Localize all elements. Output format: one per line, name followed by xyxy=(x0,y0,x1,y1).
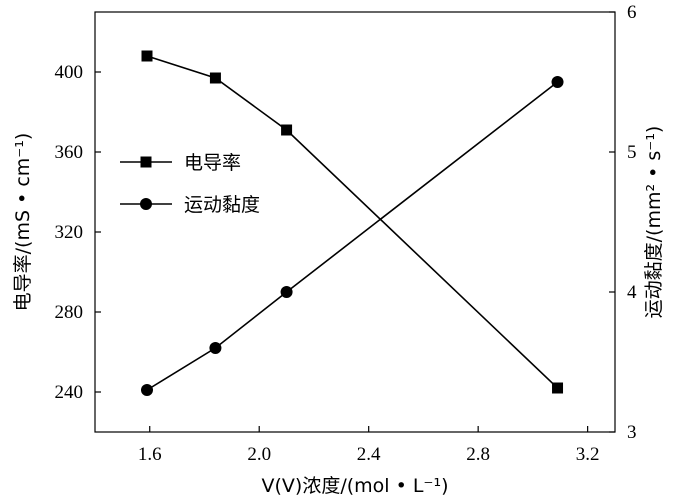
legend-label-conductivity: 电导率 xyxy=(184,152,241,174)
x-axis-ticks: 1.6 2.0 2.4 2.8 3.2 xyxy=(138,426,600,465)
x-tick-label: 2.8 xyxy=(466,444,490,465)
right-tick-label: 5 xyxy=(627,142,637,163)
x-tick-label: 1.6 xyxy=(138,444,162,465)
legend-label-viscosity: 运动黏度 xyxy=(184,194,260,216)
circle-marker xyxy=(551,76,564,88)
x-axis-title: V(V)浓度/(mol • L⁻¹) xyxy=(262,475,449,497)
legend-circle-marker xyxy=(140,198,152,210)
right-tick-label: 6 xyxy=(627,2,637,23)
left-tick-label: 280 xyxy=(55,302,84,323)
right-tick-label: 4 xyxy=(627,282,637,303)
legend: 电导率 运动黏度 xyxy=(120,152,260,216)
right-axis-title: 运动黏度/(mm² • s⁻¹) xyxy=(643,126,665,319)
left-tick-label: 240 xyxy=(55,382,84,403)
circle-marker xyxy=(141,384,153,396)
plot-frame xyxy=(94,11,616,433)
legend-square-marker xyxy=(140,156,152,168)
series-layer xyxy=(141,50,564,396)
right-tick-label: 3 xyxy=(627,422,637,443)
x-tick-label: 2.4 xyxy=(357,444,381,465)
left-tick-label: 320 xyxy=(55,222,84,243)
square-marker xyxy=(141,50,153,62)
left-axis-title: 电导率/(mS • cm⁻¹) xyxy=(12,133,34,312)
series-line-0 xyxy=(146,55,559,389)
left-axis-ticks: 240 280 320 360 400 xyxy=(55,62,101,403)
circle-marker xyxy=(280,286,293,298)
square-marker xyxy=(281,124,293,136)
left-tick-label: 360 xyxy=(55,142,84,163)
x-tick-label: 2.0 xyxy=(247,444,271,465)
circle-marker xyxy=(209,342,222,354)
right-axis-ticks: 3 4 5 6 xyxy=(609,2,637,443)
series-line-1 xyxy=(146,81,558,391)
square-marker xyxy=(552,382,564,394)
x-tick-label: 3.2 xyxy=(576,444,600,465)
left-tick-label: 400 xyxy=(55,62,84,83)
square-marker xyxy=(209,72,221,84)
